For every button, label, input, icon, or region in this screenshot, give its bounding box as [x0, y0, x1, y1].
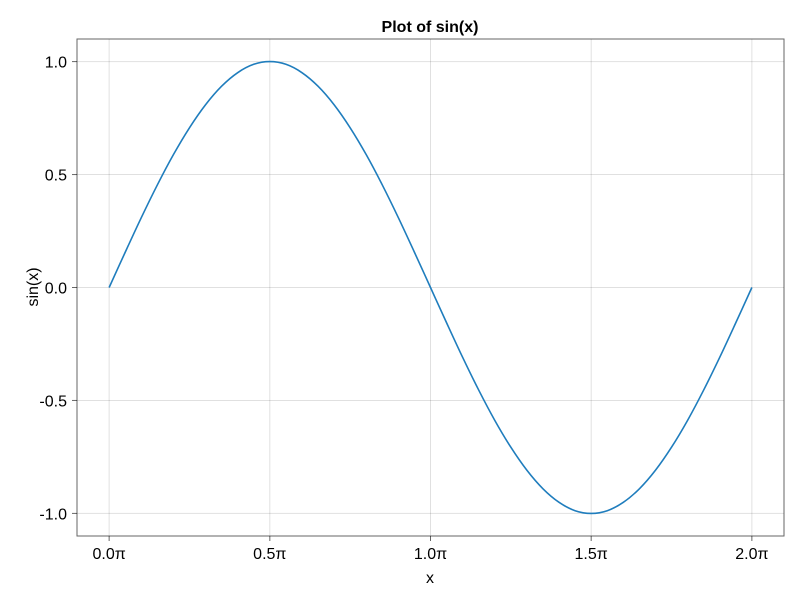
series-line	[108, 60, 753, 515]
x-tick-label: 0.0π	[92, 546, 125, 563]
y-tick-label: -1.0	[39, 506, 67, 523]
x-axis-label: x	[426, 570, 434, 587]
x-tick-label: 1.5π	[575, 546, 608, 563]
ticks: 0.0π 0.5π 1.0π 1.5π 2.0π 1.0 0.5 0.0 -0.5 -1.0	[39, 55, 768, 563]
series-layer	[108, 60, 753, 515]
y-tick-label: 1.0	[45, 55, 67, 72]
chart-title: Plot of sin(x)	[382, 19, 479, 36]
x-tick-label: 0.5π	[253, 546, 286, 563]
x-tick-label: 2.0π	[735, 546, 768, 563]
y-tick-label: 0.0	[45, 281, 67, 298]
y-tick-label: 0.5	[45, 168, 67, 185]
x-tick-label: 1.0π	[414, 546, 447, 563]
y-axis-label: sin(x)	[25, 267, 42, 306]
y-tick-label: -0.5	[39, 393, 67, 410]
